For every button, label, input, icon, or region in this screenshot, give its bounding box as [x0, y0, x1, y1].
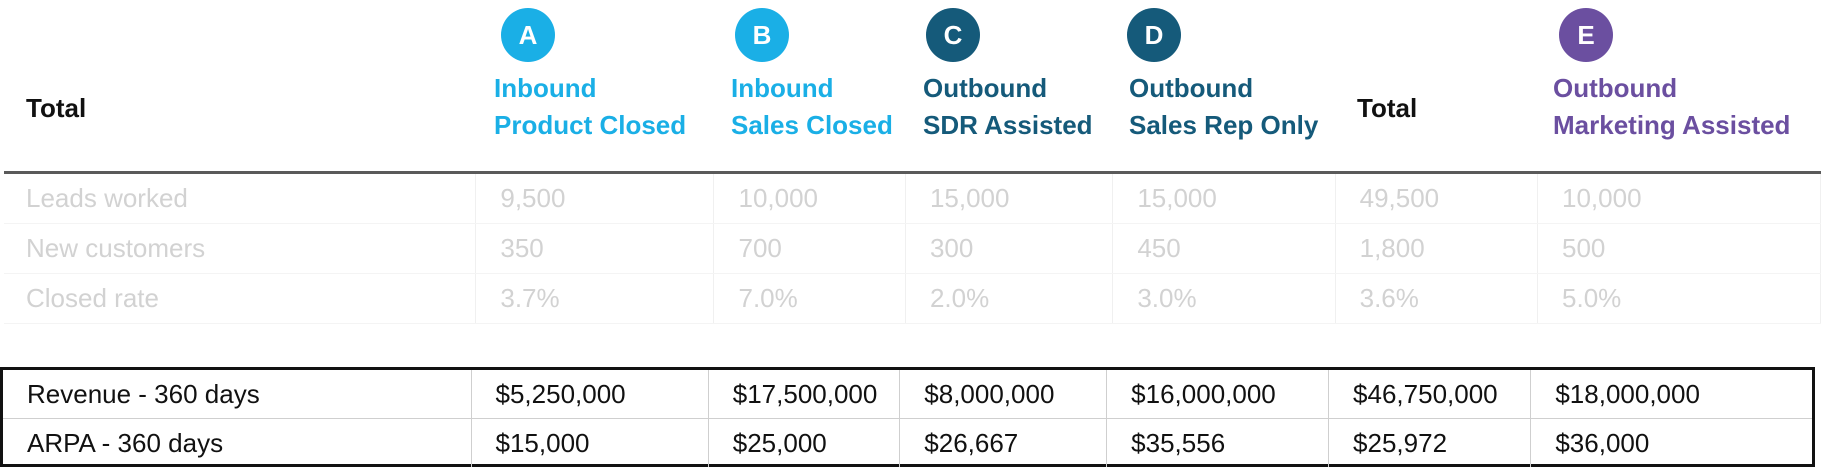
- table-cell: 9,500: [475, 172, 715, 224]
- column-b-line1: Inbound: [731, 73, 834, 103]
- table-cell: $46,750,000: [1328, 370, 1532, 419]
- row-label: Closed rate: [4, 273, 477, 324]
- badge-e: E: [1559, 8, 1613, 62]
- table-cell: 700: [713, 223, 906, 274]
- table-cell: $18,000,000: [1530, 370, 1812, 419]
- badge-b: B: [735, 8, 789, 62]
- column-d-line1: Outbound: [1129, 73, 1254, 103]
- table-cell: $16,000,000: [1106, 370, 1330, 419]
- table-cell: $35,556: [1106, 418, 1330, 467]
- table-cell: 2.0%: [905, 273, 1114, 324]
- table-cell: $5,250,000: [471, 370, 709, 419]
- row-label: Revenue - 360 days: [3, 370, 472, 419]
- column-d-line2: Sales Rep Only: [1129, 110, 1319, 140]
- badge-a: A: [501, 8, 555, 62]
- table-row: Revenue - 360 days $5,250,000 $17,500,00…: [3, 370, 1812, 419]
- table-cell: 3.6%: [1335, 273, 1539, 324]
- table-cell: $8,000,000: [899, 370, 1108, 419]
- table-cell: 7.0%: [713, 273, 906, 324]
- column-a-line2: Product Closed: [494, 110, 687, 140]
- table-cell: 10,000: [1537, 172, 1821, 224]
- table-cell: 3.0%: [1112, 273, 1336, 324]
- table-cell: 49,500: [1335, 172, 1539, 224]
- column-e-line1: Outbound: [1553, 73, 1678, 103]
- table-row: New customers 350 700 300 450 1,800 500: [4, 223, 1821, 274]
- table-cell: 15,000: [1112, 172, 1336, 224]
- table-cell: 10,000: [713, 172, 906, 224]
- highlighted-results-box: Revenue - 360 days $5,250,000 $17,500,00…: [0, 367, 1815, 467]
- table-cell: 500: [1537, 223, 1821, 274]
- table-row: Leads worked 9,500 10,000 15,000 15,000 …: [4, 172, 1821, 224]
- table-row: Closed rate 3.7% 7.0% 2.0% 3.0% 3.6% 5.0…: [4, 273, 1821, 324]
- table-cell: 5.0%: [1537, 273, 1821, 324]
- column-e-line2: Marketing Assisted: [1553, 110, 1791, 140]
- table-cell: 450: [1112, 223, 1336, 274]
- row-label: Leads worked: [4, 172, 477, 224]
- table-cell: $25,000: [708, 418, 901, 467]
- total-header-left: Total: [26, 93, 87, 123]
- table-cell: $36,000: [1555, 427, 1650, 458]
- column-b-line2: Sales Closed: [731, 110, 893, 140]
- table-cell: 350: [475, 223, 715, 274]
- metrics-table: Leads worked 9,500 10,000 15,000 15,000 …: [4, 171, 1821, 324]
- badge-d: D: [1127, 8, 1181, 62]
- table-cell: 3.7%: [475, 273, 715, 324]
- table-cell: $15,000: [471, 418, 709, 467]
- table-cell: $26,667: [899, 418, 1108, 467]
- row-label: New customers: [4, 223, 477, 274]
- table-row: ARPA - 360 days $15,000 $25,000 $26,667 …: [3, 418, 1812, 467]
- table-cell: $17,500,000: [708, 370, 901, 419]
- column-c-line1: Outbound: [923, 73, 1048, 103]
- column-c-line2: SDR Assisted: [923, 110, 1093, 140]
- total-header-right: Total: [1357, 93, 1418, 123]
- table-cell: $25,972: [1328, 418, 1532, 467]
- row-label: ARPA - 360 days: [3, 418, 472, 467]
- table-cell: 300: [905, 223, 1114, 274]
- results-table: Revenue - 360 days $5,250,000 $17,500,00…: [3, 370, 1812, 467]
- table-cell: 1,800: [1335, 223, 1539, 274]
- column-a-line1: Inbound: [494, 73, 597, 103]
- badge-c: C: [926, 8, 980, 62]
- table-cell: 15,000: [905, 172, 1114, 224]
